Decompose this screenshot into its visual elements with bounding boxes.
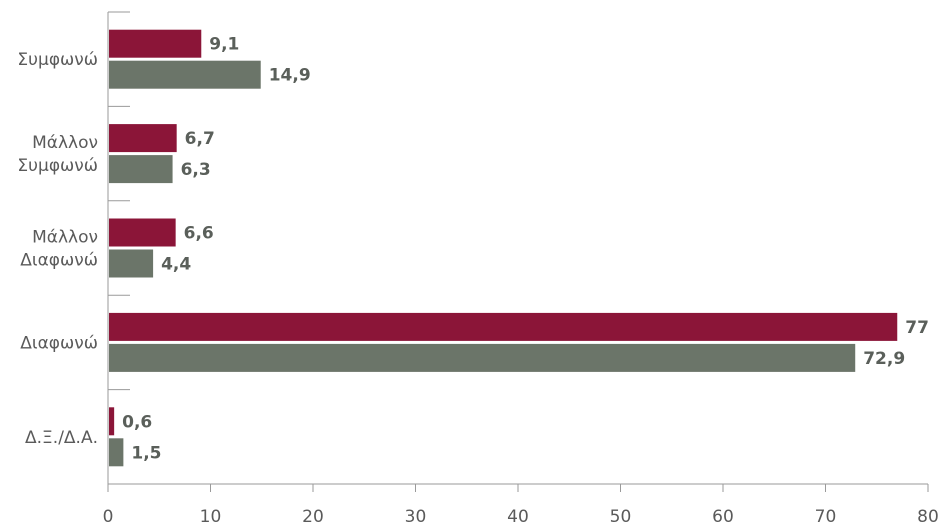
data-label: 4,4 <box>161 255 191 275</box>
category-label: Μάλλον <box>32 228 98 248</box>
bar <box>109 155 173 184</box>
bars <box>109 29 898 467</box>
category-label: Διαφωνώ <box>20 333 98 353</box>
category-label: Μάλλον <box>32 133 98 153</box>
data-label: 6,6 <box>184 224 214 244</box>
category-label: Συμφωνώ <box>17 156 98 176</box>
data-label: 1,5 <box>131 443 161 463</box>
x-tick-label: 10 <box>200 507 222 527</box>
bar <box>109 218 176 247</box>
x-tick-label: 80 <box>917 507 939 527</box>
bar <box>109 343 856 372</box>
bar <box>109 312 898 341</box>
category-label: Συμφωνώ <box>17 50 98 70</box>
bar <box>109 249 154 278</box>
data-label: 0,6 <box>122 412 152 432</box>
axes: 0 10 20 30 40 50 60 70 80 <box>103 11 939 527</box>
bar <box>109 124 177 153</box>
labels: 9,1 14,9 Συμφωνώ 6,7 6,3 Μάλλον Συμφωνώ 6,6 4,4 Μ… <box>17 35 929 464</box>
data-label: 72,9 <box>863 349 905 369</box>
x-tick-label: 40 <box>507 507 529 527</box>
data-label: 6,3 <box>181 160 211 180</box>
bar <box>109 407 115 436</box>
category-label: Διαφωνώ <box>20 251 98 271</box>
bar <box>109 438 124 467</box>
x-tick-label: 0 <box>103 507 114 527</box>
x-tick-label: 70 <box>815 507 837 527</box>
x-tick-label: 50 <box>610 507 632 527</box>
x-tick-label: 30 <box>405 507 427 527</box>
data-label: 9,1 <box>209 35 239 55</box>
bar <box>109 60 261 89</box>
bar <box>109 29 202 58</box>
category-label: Δ.Ξ./Δ.Α. <box>25 428 98 448</box>
data-label: 14,9 <box>269 66 311 86</box>
x-tick-label: 20 <box>302 507 324 527</box>
x-tick-label: 60 <box>712 507 734 527</box>
data-label: 6,7 <box>185 129 215 149</box>
data-label: 77 <box>905 318 929 338</box>
